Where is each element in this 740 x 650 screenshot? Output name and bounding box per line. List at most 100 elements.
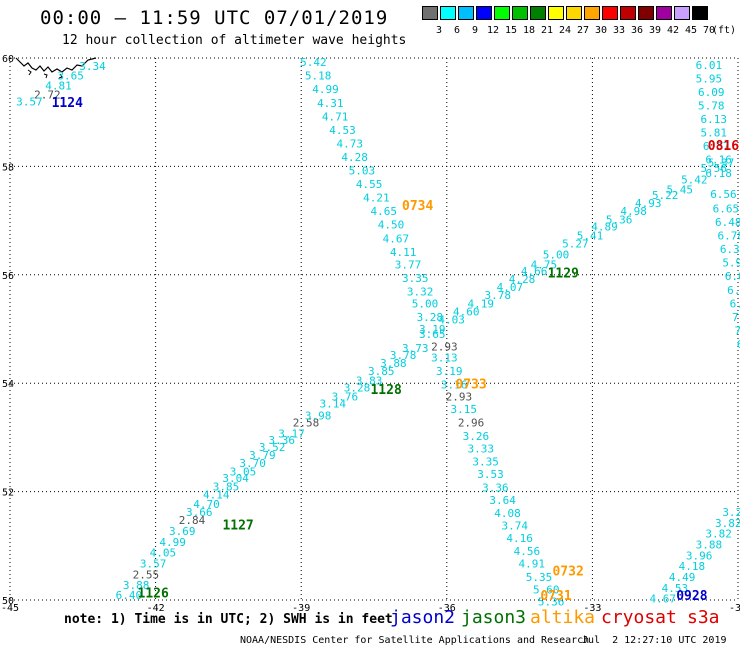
swh-value: 3.19 (436, 365, 463, 378)
swh-value: 5.00 (412, 297, 439, 310)
scale-label: 33 (612, 25, 626, 36)
swh-value: 3.88 (696, 539, 723, 552)
swh-value: 3.15 (451, 403, 478, 416)
swh-value: 6.56 (710, 188, 737, 201)
swh-value: 5.42 (300, 56, 327, 69)
lon-tick-label: -45 (1, 603, 19, 614)
swh-value: 4.93 (635, 197, 662, 210)
altimeter-tracks: 3.343.654.812.723.576.403.882.553.574.05… (16, 56, 740, 608)
swh-value: 3.53 (477, 468, 504, 481)
swh-value: 4.21 (363, 192, 390, 205)
swh-value: 5.42 (681, 174, 708, 187)
scale-label: 15 (504, 25, 518, 36)
swh-value: 4.98 (620, 205, 647, 218)
legend-s3a: s3a (687, 607, 720, 628)
swh-value: 6.78 (717, 230, 740, 243)
lon-tick-label: -33 (583, 603, 601, 614)
lat-tick-label: 58 (2, 162, 14, 173)
swh-value: 3.04 (222, 472, 249, 485)
scale-label: 21 (540, 25, 554, 36)
map-grid (9, 57, 739, 601)
swh-value: 4.73 (336, 137, 363, 150)
swh-value: 4.14 (203, 489, 230, 502)
swh-value: 3.85 (213, 481, 240, 494)
units-note: note: 1) Time is in UTC; 2) SWH is in fe… (64, 612, 393, 627)
swh-value: 4.71 (322, 110, 349, 123)
footer-agency: NOAA/NESDIS Center for Satellite Applica… (240, 635, 590, 646)
swh-value: 5.37 (708, 156, 735, 169)
swh-value: 3.19 (419, 323, 446, 336)
swh-value: 6.13 (700, 113, 727, 126)
swh-value: 2.96 (458, 417, 485, 430)
swh-value: 4.05 (150, 547, 177, 560)
swh-value: 3.26 (463, 430, 490, 443)
swh-value: 4.99 (159, 536, 186, 549)
swh-value: 2.84 (179, 514, 206, 527)
swh-value: 3.28 (344, 381, 371, 394)
lat-tick-label: 60 (2, 54, 14, 65)
scale-swatch-45 (674, 6, 690, 20)
swh-value: 3.83 (356, 374, 383, 387)
swh-value: 4.70 (193, 498, 220, 511)
pass-time-label: 0928 (676, 589, 707, 604)
swh-value: 4.28 (341, 151, 368, 164)
swh-value: 3.65 (419, 328, 446, 341)
swh-value: 5.18 (305, 70, 332, 83)
legend-cryosat: cryosat (601, 607, 677, 628)
pass-time-label: 1129 (548, 267, 579, 282)
swh-value: 3.88 (380, 357, 407, 370)
lon-tick-label: -30 (729, 603, 740, 614)
swh-value: 5.81 (700, 127, 727, 140)
swh-value: 7.06 (732, 311, 740, 324)
swh-value: 4.31 (317, 97, 344, 110)
swh-value: 5.56 (700, 162, 727, 175)
swh-value: 3.14 (319, 398, 346, 411)
swh-value: 4.16 (506, 532, 533, 545)
swh-value: 4.07 (497, 281, 524, 294)
scale-label: 24 (558, 25, 572, 36)
swh-value: 6.38 (737, 338, 740, 351)
swh-value: 5.41 (577, 230, 604, 243)
swh-value: 5.03 (349, 165, 376, 178)
swh-value: 3.36 (269, 434, 296, 447)
swh-value: 3.98 (305, 410, 332, 423)
swh-value: 3.05 (230, 465, 257, 478)
swh-value: 3.64 (489, 494, 516, 507)
swh-value: 2.55 (133, 568, 160, 581)
pass-time-label: 0731 (540, 589, 571, 604)
scale-label: 45 (684, 25, 698, 36)
swh-value: 3.82 (715, 517, 740, 530)
scale-swatch-24 (548, 6, 564, 20)
swh-value: 3.32 (407, 285, 434, 298)
swh-value: 4.66 (521, 265, 548, 278)
legend-jason2: jason2 (390, 607, 456, 628)
scale-swatch-39 (638, 6, 654, 20)
swh-value: 3.36 (482, 482, 509, 495)
swh-value: 3.66 (186, 506, 213, 519)
swh-value: 3.78 (485, 289, 512, 302)
swh-value: 4.28 (509, 273, 536, 286)
pass-time-label: 1128 (370, 383, 401, 398)
swh-value: 3.85 (368, 365, 395, 378)
swh-value: 6.24 (727, 284, 740, 297)
page-subtitle: 12 hour collection of altimeter wave hei… (62, 33, 407, 48)
scale-label: 9 (471, 25, 479, 36)
swh-value: 3.79 (249, 449, 276, 462)
scale-swatch-18 (512, 6, 528, 20)
swh-value: 3.28 (417, 311, 444, 324)
scale-swatch-9 (458, 6, 474, 20)
scale-label: 3 (435, 25, 443, 36)
scale-swatch-30 (584, 6, 600, 20)
swh-value: 4.18 (679, 560, 706, 573)
swh-value: 3.16 (441, 379, 468, 392)
scale-label: 6 (453, 25, 461, 36)
pass-time-label: 1124 (52, 96, 83, 111)
scale-swatch-21 (530, 6, 546, 20)
scale-swatch-42 (656, 6, 672, 20)
swh-value: 6.18 (705, 167, 732, 180)
swh-value: 4.56 (514, 545, 541, 558)
scale-label: 70 (702, 25, 716, 36)
pass-time-label: 0732 (552, 565, 583, 580)
footer-timestamp: Jul 2 12:27:10 UTC 2019 (582, 635, 727, 646)
